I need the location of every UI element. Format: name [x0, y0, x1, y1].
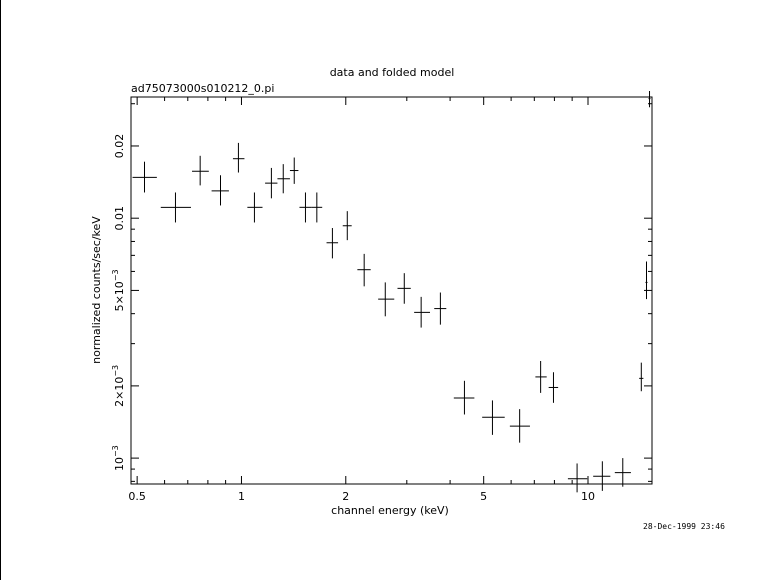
axis-tick-labels: 0.5 1 2 5 10 10−3 2×10−3 5×10−3 0.01 0.02 — [111, 134, 595, 503]
plot-frame — [130, 96, 653, 485]
chart-subtitle: ad75073000s010212_0.pi — [131, 82, 274, 95]
data-point — [132, 161, 157, 193]
x-tick-label: 2 — [342, 490, 349, 503]
data-point — [357, 253, 371, 287]
data-point — [326, 228, 339, 259]
data-point — [535, 360, 547, 393]
data-point — [639, 362, 644, 392]
x-tick-label: 10 — [581, 490, 595, 503]
data-point — [567, 463, 588, 493]
data-point — [397, 273, 411, 304]
y-tick-label: 2×10−3 — [111, 365, 126, 407]
data-point — [289, 157, 299, 184]
data-point — [160, 192, 191, 223]
data-point — [265, 167, 278, 199]
data-point — [482, 400, 505, 435]
data-points — [132, 91, 651, 493]
data-point — [453, 380, 475, 415]
y-tick-label: 5×10−3 — [111, 269, 126, 311]
y-tick-label: 0.02 — [113, 134, 126, 159]
data-point — [247, 192, 263, 223]
axis-ticks — [131, 97, 652, 484]
data-point — [593, 461, 611, 491]
page-frame-line — [0, 0, 1, 580]
y-tick-label: 10−3 — [111, 445, 126, 471]
data-point — [299, 192, 312, 223]
data-point — [277, 164, 290, 194]
data-point — [548, 372, 559, 403]
data-point — [378, 282, 395, 317]
x-tick-label: 5 — [480, 490, 487, 503]
x-tick-label: 1 — [238, 490, 245, 503]
data-point — [614, 458, 631, 487]
data-point — [211, 175, 229, 206]
data-point — [232, 142, 245, 173]
x-axis-label: channel energy (keV) — [331, 504, 449, 517]
data-point — [645, 261, 648, 300]
y-axis-label: normalized counts/sec/keV — [90, 216, 103, 364]
data-point — [434, 292, 447, 325]
data-point — [342, 211, 352, 241]
data-point — [414, 296, 431, 328]
data-point — [509, 409, 530, 443]
timestamp: 28-Dec-1999 23:46 — [643, 522, 725, 531]
data-point — [648, 91, 651, 108]
y-tick-label: 0.01 — [113, 206, 126, 231]
data-point — [192, 155, 209, 186]
data-point — [311, 192, 323, 223]
chart-title: data and folded model — [330, 66, 455, 79]
x-tick-label: 0.5 — [128, 490, 146, 503]
